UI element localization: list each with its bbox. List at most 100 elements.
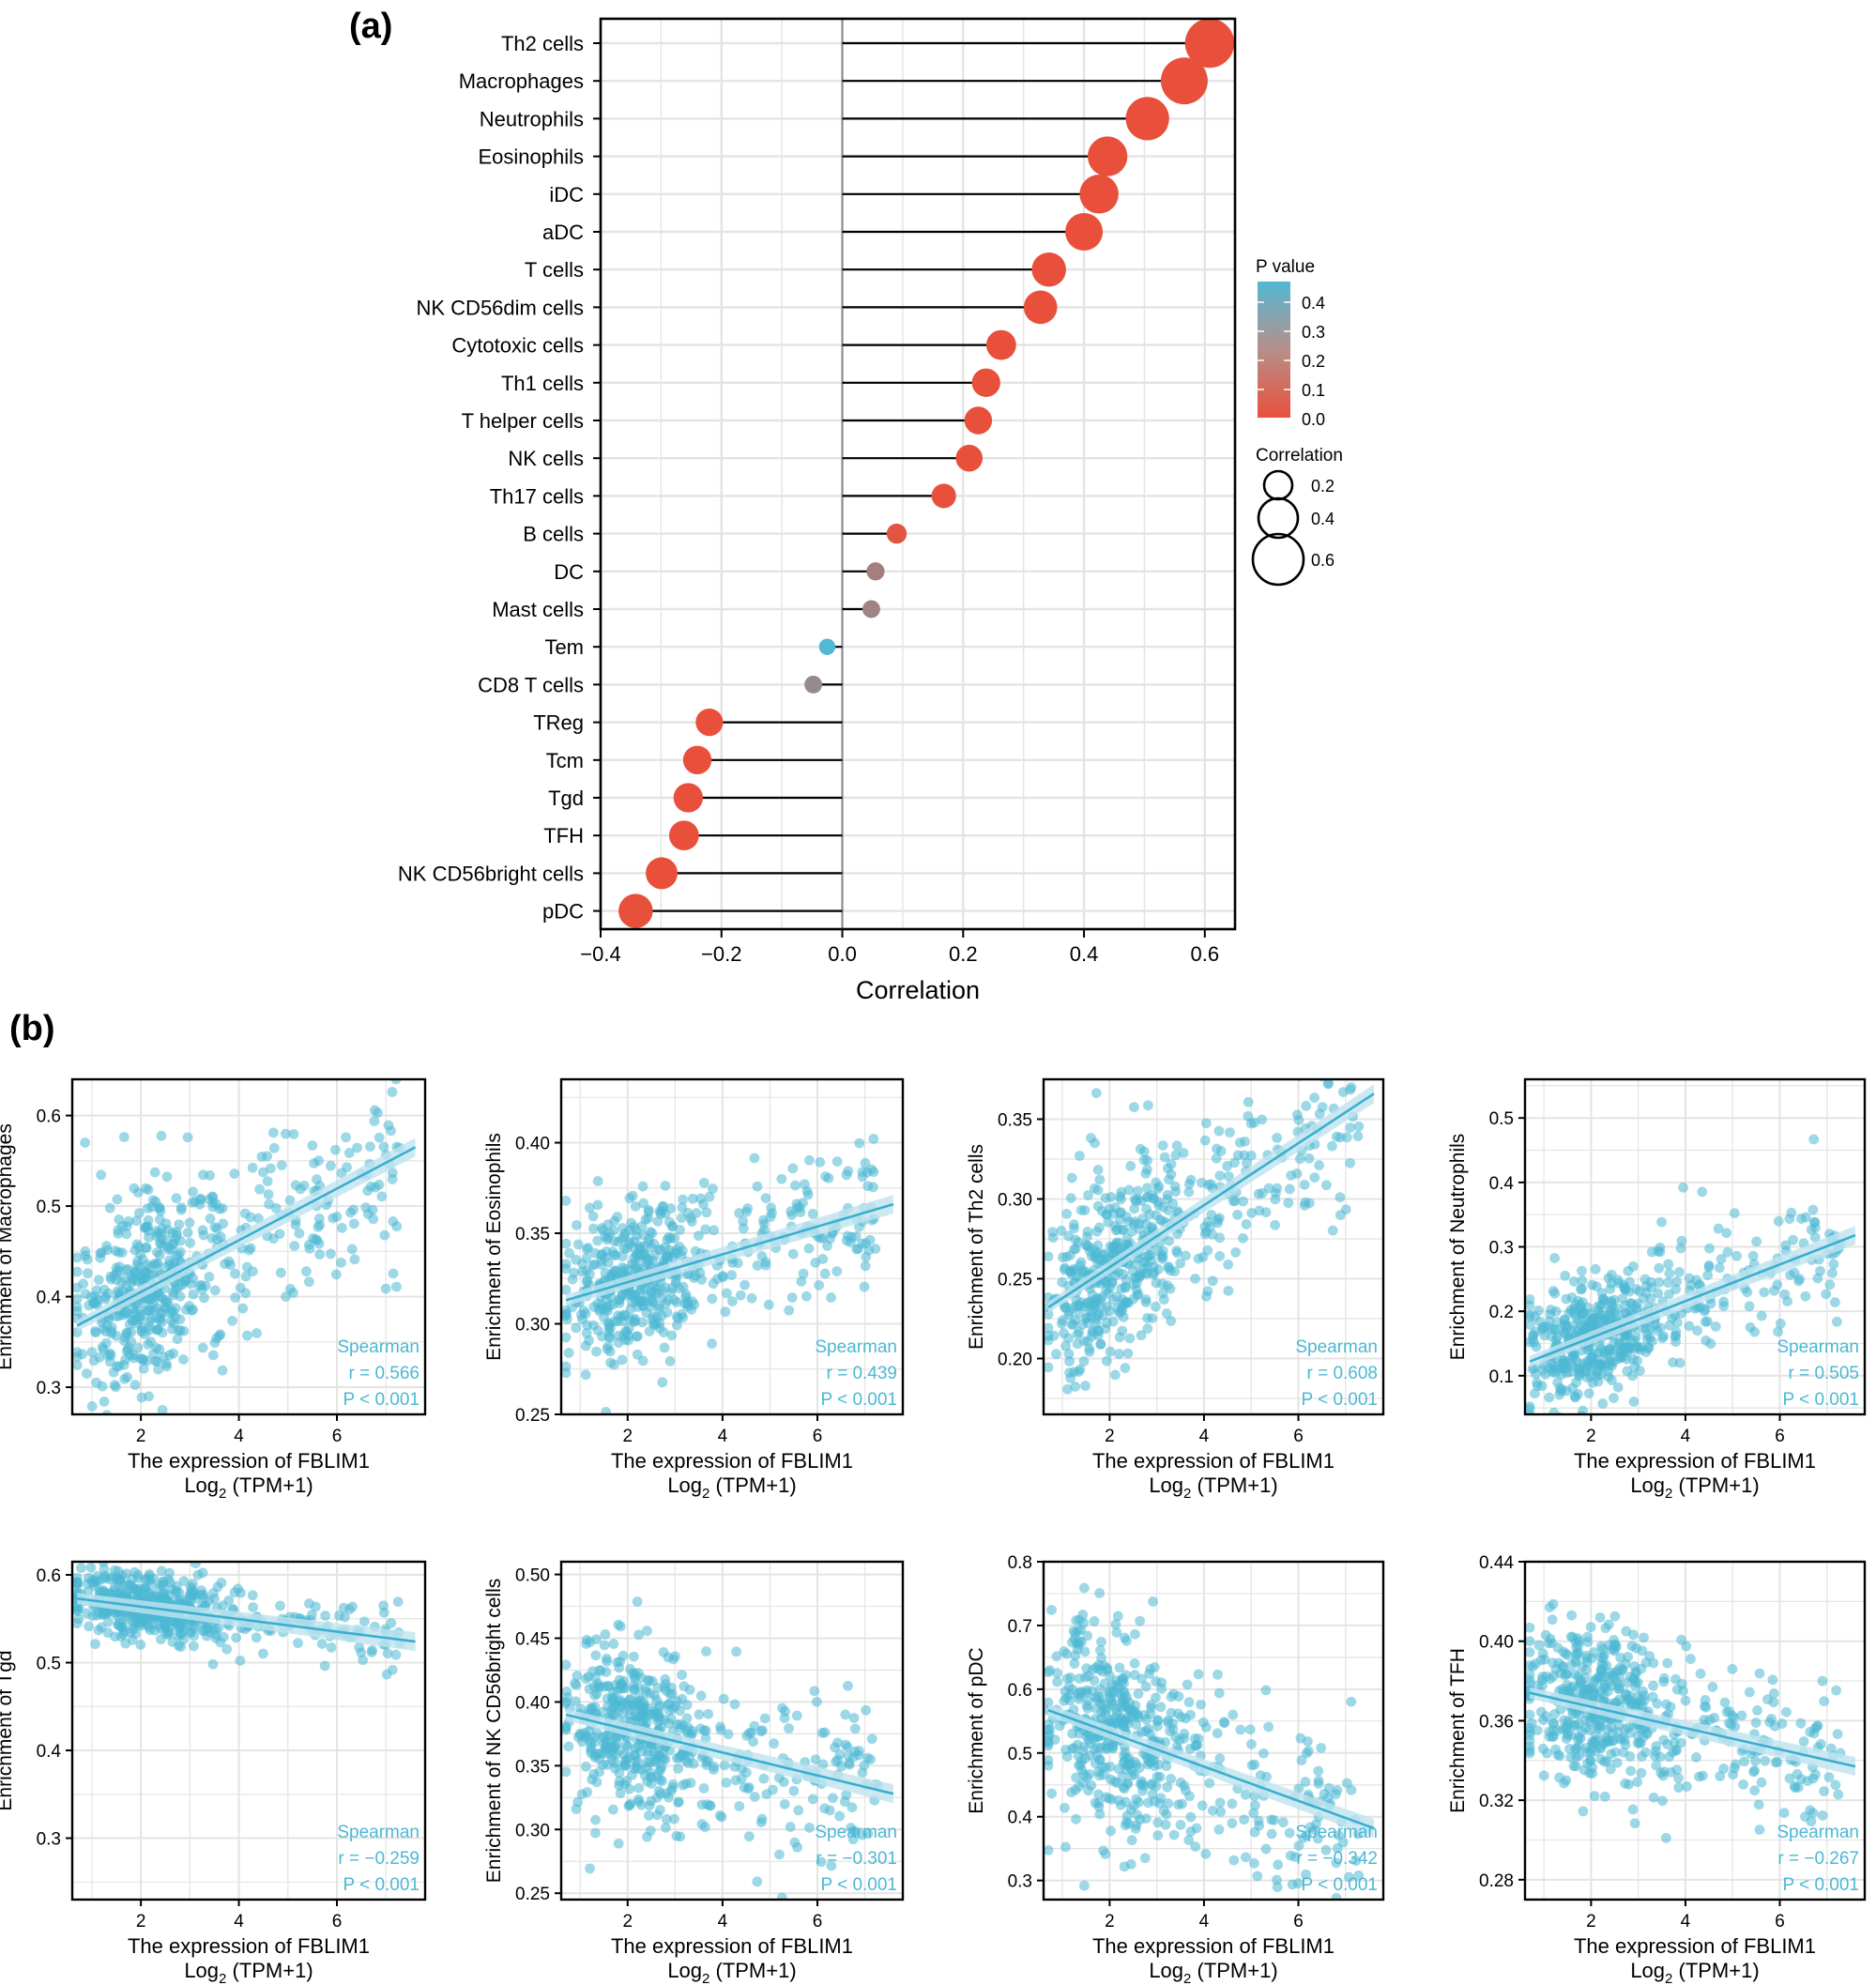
- scatter-point: [743, 1831, 755, 1842]
- scatter-point: [1525, 1729, 1535, 1740]
- scatter-point: [1634, 1365, 1645, 1376]
- scatter-point: [1329, 1059, 1339, 1069]
- panel-a-tag: (a): [349, 7, 392, 46]
- scatter-point: [843, 1680, 853, 1691]
- scatter-point: [1580, 1715, 1592, 1726]
- scatter-point: [587, 1223, 599, 1234]
- scatter-point: [849, 1723, 861, 1734]
- scatter-point: [229, 1168, 240, 1179]
- scatter-point: [826, 1292, 836, 1303]
- scatter-point: [1213, 1669, 1223, 1680]
- scatter-point: [130, 1618, 142, 1628]
- scatter-point: [1344, 1871, 1354, 1883]
- scatter-point: [1238, 1232, 1248, 1244]
- scatter-point: [760, 1193, 771, 1204]
- scatter-point: [631, 1250, 642, 1261]
- scatter-point: [1581, 1372, 1593, 1382]
- lollipop-point: [1184, 18, 1235, 69]
- scatter-point: [1109, 1369, 1121, 1381]
- x-axis-subtitle: Log2 (TPM+1): [184, 1473, 313, 1502]
- scatter-point: [701, 1646, 711, 1657]
- scatter-point: [1640, 1287, 1652, 1298]
- scatter-point: [1197, 1177, 1207, 1188]
- scatter-point: [561, 1284, 572, 1295]
- scatter-point: [1095, 1644, 1106, 1656]
- scatter-point: [1238, 1196, 1249, 1207]
- scatter-point: [1250, 1800, 1260, 1811]
- scatter-point: [1788, 1234, 1798, 1245]
- scatter-point: [119, 1418, 130, 1428]
- scatter-point: [386, 1125, 396, 1137]
- scatter-point: [1115, 1703, 1126, 1714]
- scatter-point: [144, 1232, 154, 1243]
- scatter-point: [1193, 1669, 1204, 1680]
- x-axis-title: The expression of FBLIM1: [611, 1449, 853, 1473]
- scatter-point: [1208, 1805, 1218, 1816]
- scatter-point: [1531, 1341, 1542, 1352]
- plot-frame: [559, 1560, 905, 1901]
- scatter-point: [582, 1787, 593, 1797]
- scatter-point: [1587, 1768, 1598, 1779]
- category-label: TFH: [543, 824, 584, 847]
- scatter-point: [758, 1773, 770, 1784]
- scatter-point: [298, 1180, 310, 1191]
- scatter-point: [196, 1279, 206, 1290]
- scatter-point: [85, 1291, 97, 1303]
- scatter-point: [1164, 1174, 1174, 1185]
- scatter-point: [151, 1259, 161, 1270]
- scatter-point: [1648, 1680, 1659, 1691]
- scatter-point: [127, 1315, 137, 1326]
- x-axis-subtitle-log: Log: [184, 1473, 219, 1497]
- category-label: Mast cells: [492, 598, 584, 621]
- confidence-band: [1048, 1704, 1374, 1838]
- scatter-point: [1292, 1109, 1303, 1121]
- scatter-point: [204, 1626, 215, 1638]
- scatter-point: [1087, 1306, 1098, 1317]
- scatter-point: [113, 1265, 124, 1276]
- trend-line: [565, 1202, 894, 1302]
- scatter-point: [767, 1208, 777, 1218]
- y-tick-label: 0.20: [998, 1351, 1032, 1370]
- x-axis-title: The expression of FBLIM1: [128, 1934, 370, 1958]
- scatter-point: [1662, 1657, 1673, 1669]
- scatter-point: [1074, 1326, 1085, 1337]
- scatter-point: [101, 1241, 112, 1251]
- scatter-point: [1151, 1692, 1161, 1703]
- scatter-point: [584, 1202, 595, 1214]
- annotation-text: r = 0.566: [348, 1364, 419, 1383]
- category-label: TReg: [533, 711, 584, 735]
- scatter-point: [675, 1718, 686, 1730]
- scatter-point: [868, 1134, 879, 1144]
- annotation-text: r = −0.259: [338, 1849, 419, 1869]
- scatter-point: [1230, 1246, 1242, 1258]
- scatter-point: [1090, 1138, 1100, 1149]
- scatter-point: [734, 1208, 744, 1218]
- scatter-point: [99, 1397, 110, 1407]
- scatter-point: [737, 1764, 747, 1775]
- scatter-point: [735, 1290, 746, 1301]
- scatter-point: [99, 1284, 110, 1295]
- scatter-point: [588, 1260, 600, 1270]
- scatter-point: [804, 1154, 815, 1166]
- scatter-point: [703, 1708, 714, 1719]
- scatter-point: [1716, 1254, 1727, 1264]
- scatter-point: [1525, 1319, 1535, 1330]
- scatter-point: [1136, 1330, 1147, 1341]
- scatter-point: [1118, 1269, 1129, 1280]
- scatter-point: [1636, 1663, 1647, 1674]
- scatter-point: [680, 1291, 692, 1303]
- scatter-point: [156, 1565, 167, 1577]
- scatter-point: [275, 1600, 285, 1611]
- scatter-point: [341, 1132, 351, 1143]
- category-label: Eosinophils: [478, 145, 584, 169]
- scatter-point: [641, 1762, 652, 1773]
- scatter-point: [1066, 1172, 1077, 1183]
- scatter-point: [1566, 1610, 1578, 1621]
- scatter-point: [1166, 1707, 1177, 1718]
- scatter-point: [850, 1231, 862, 1242]
- plot-frame: [70, 1560, 427, 1901]
- scatter-point: [1134, 1218, 1144, 1229]
- scatter-point: [648, 1318, 659, 1329]
- scatter-point: [114, 1246, 124, 1258]
